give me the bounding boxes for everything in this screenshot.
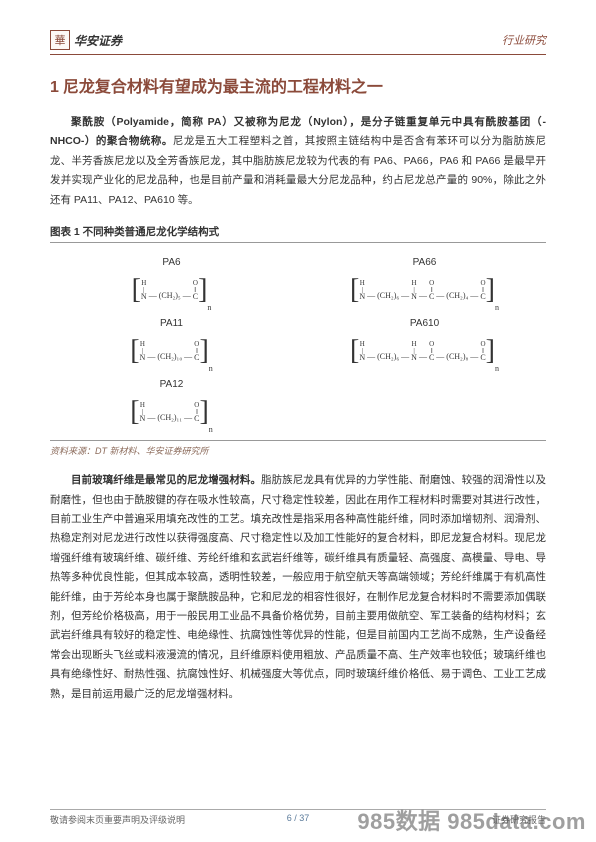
chem-formula: [H|N— (CH₂)₁₁ —OǁC]n bbox=[60, 394, 283, 430]
chem-structure-pa66: PA66 [H|N— (CH₂)₆ —H|N—OǁC— (CH₂)₄ —OǁC]n bbox=[313, 257, 536, 308]
footer-left: 敬请参阅末页重要声明及评级说明 bbox=[50, 813, 185, 826]
para2-rest: 脂肪族尼龙具有优异的力学性能、耐磨蚀、较强的润滑性以及耐磨性，但也由于酰胺键的存… bbox=[50, 474, 546, 700]
chem-label: PA11 bbox=[60, 318, 283, 329]
watermark: 985数据 985data.com bbox=[357, 804, 586, 836]
logo-company: 华安证券 bbox=[74, 32, 122, 49]
chem-label: PA66 bbox=[313, 257, 536, 268]
paragraph-1: 聚酰胺（Polyamide，简称 PA）又被称为尼龙（Nylon），是分子链重复… bbox=[50, 113, 546, 210]
chem-formula: [H|N— (CH₂)₅ —OǁC]n bbox=[60, 272, 283, 308]
figure-source: 资料来源：DT 新材料、华安证券研究所 bbox=[50, 440, 546, 457]
chem-formula: [H|N— (CH₂)₆ —H|N—OǁC— (CH₂)₈ —OǁC]n bbox=[313, 333, 536, 369]
header-category: 行业研究 bbox=[502, 32, 546, 48]
section-number: 1 bbox=[50, 79, 59, 96]
chem-label: PA6 bbox=[60, 257, 283, 268]
logo-icon: 華 bbox=[50, 30, 70, 50]
page-header: 華 华安证券 行业研究 bbox=[50, 30, 546, 55]
chem-label: PA610 bbox=[313, 318, 536, 329]
logo-block: 華 华安证券 bbox=[50, 30, 122, 50]
section-title-text: 尼龙复合材料有望成为最主流的工程材料之一 bbox=[63, 79, 383, 96]
paragraph-2: 目前玻璃纤维是最常见的尼龙增强材料。脂肪族尼龙具有优异的力学性能、耐磨蚀、较强的… bbox=[50, 471, 546, 704]
chem-structure-pa6: PA6 [H|N— (CH₂)₅ —OǁC]n bbox=[60, 257, 283, 308]
figure-box: PA6 [H|N— (CH₂)₅ —OǁC]n PA66 [H|N— (CH₂)₆ —… bbox=[50, 249, 546, 436]
chem-formula: [H|N— (CH₂)₆ —H|N—OǁC— (CH₂)₄ —OǁC]n bbox=[313, 272, 536, 308]
chem-label: PA12 bbox=[60, 379, 283, 390]
figure-title: 图表 1 不同种类普通尼龙化学结构式 bbox=[50, 224, 546, 243]
para2-bold: 目前玻璃纤维是最常见的尼龙增强材料。 bbox=[71, 474, 261, 486]
footer-page-number: 6 / 37 bbox=[287, 813, 310, 823]
chem-structure-pa11: PA11 [H|N— (CH₂)₁₀ —OǁC]n bbox=[60, 318, 283, 369]
section-title: 1尼龙复合材料有望成为最主流的工程材料之一 bbox=[50, 73, 546, 97]
chem-formula: [H|N— (CH₂)₁₀ —OǁC]n bbox=[60, 333, 283, 369]
chem-structure-pa12: PA12 [H|N— (CH₂)₁₁ —OǁC]n bbox=[60, 379, 283, 430]
chem-structure-pa610: PA610 [H|N— (CH₂)₆ —H|N—OǁC— (CH₂)₈ —OǁC]… bbox=[313, 318, 536, 369]
